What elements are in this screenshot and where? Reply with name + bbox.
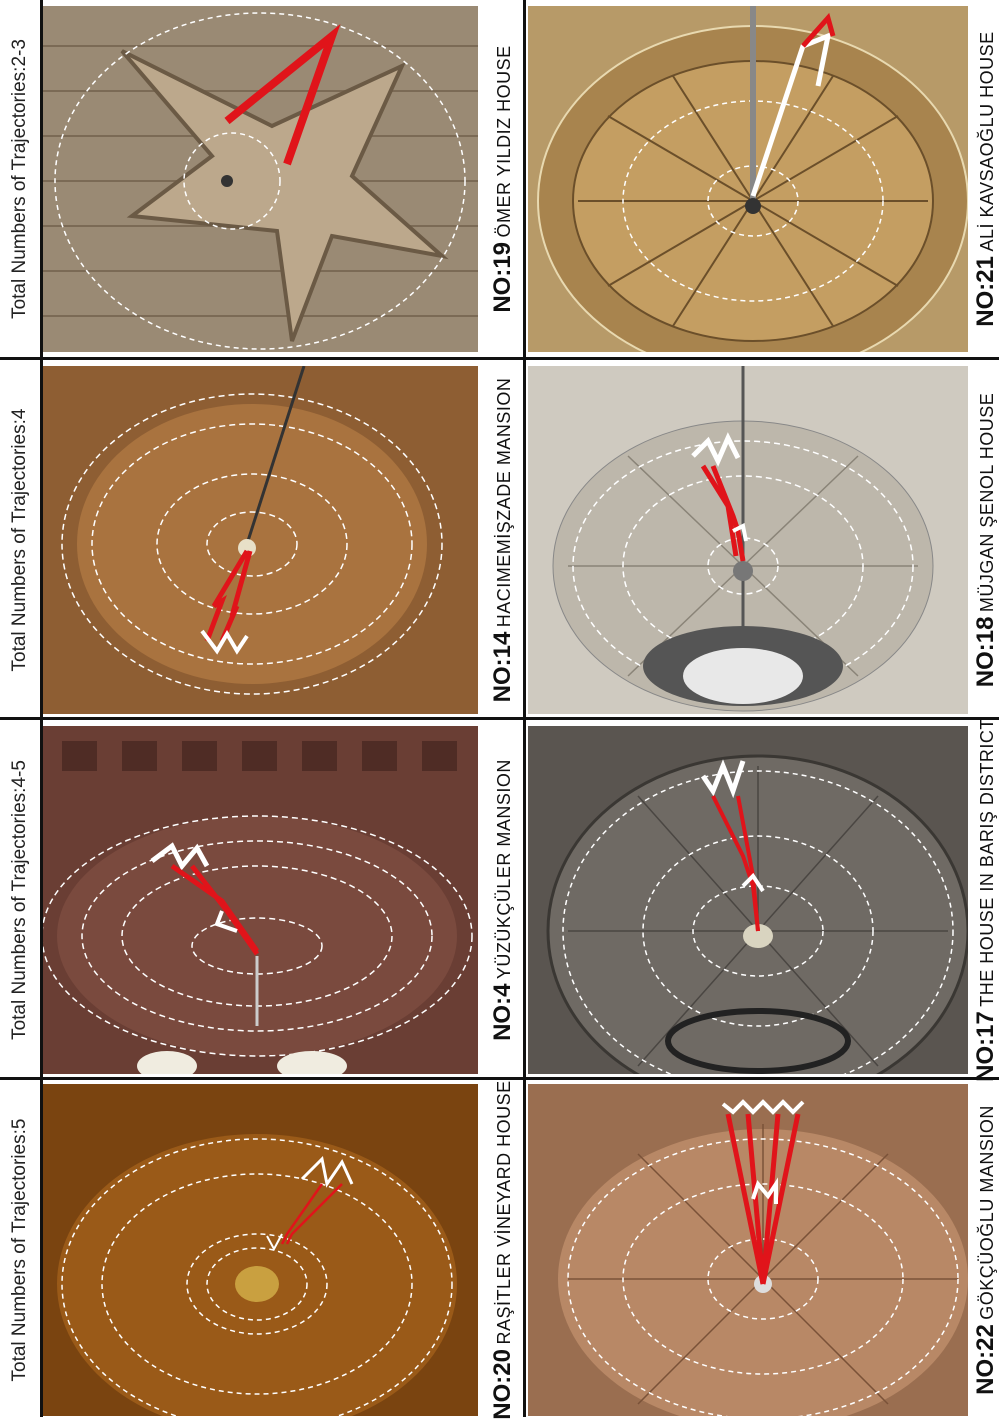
- ceiling-photo-no19: [42, 6, 478, 352]
- label-no18: NO:18 MÜJGAN ŞENOL HOUSE: [971, 392, 999, 688]
- trajectories-label: Total Numbers of Trajectories:2-3: [9, 38, 30, 319]
- ceiling-photo-no18: [528, 366, 968, 714]
- trajectories-label: Total Numbers of Trajectories:5: [9, 1118, 30, 1382]
- ceiling-photo-no17: [528, 726, 968, 1074]
- label-no17: NO:17 THE HOUSE IN BARIŞ DISTRICT: [971, 718, 999, 1082]
- divider-middle: [523, 0, 526, 1417]
- label-no19: NO:19 ÖMER YILDIZ HOUSE: [489, 44, 516, 313]
- ceiling-photo-no22: [528, 1084, 968, 1416]
- label-no21: NO:21 ALİ KAVSAOĞLU HOUSE: [971, 30, 999, 327]
- ceiling-photo-no20: [42, 1084, 478, 1416]
- trajectories-label: Total Numbers of Trajectories:4: [9, 408, 30, 672]
- trajectories-label: Total Numbers of Trajectories:4-5: [9, 760, 30, 1040]
- divider-left: [40, 0, 43, 1417]
- panel-row-1: Total Numbers of Trajectories:2-3 NO:19 …: [0, 0, 999, 357]
- ceiling-photo-no4: [42, 726, 478, 1074]
- label-no22: NO:22 GÖKÇÜOĞLU MANSION: [971, 1105, 999, 1395]
- label-no4: NO:4 YÜZÜKÇÜLER MANSION: [489, 759, 516, 1041]
- panel-row-4: Total Numbers of Trajectories:5 NO:20 RA…: [0, 1077, 999, 1420]
- panel-row-2: Total Numbers of Trajectories:4 NO:14 HA…: [0, 357, 999, 717]
- ceiling-photo-no14: [42, 366, 478, 714]
- panel-row-3: Total Numbers of Trajectories:4-5: [0, 717, 999, 1082]
- ceiling-photo-no21: [528, 6, 968, 352]
- label-no14: NO:14 HACIMEMİŞZADE MANSION: [489, 377, 516, 703]
- label-no20: NO:20 RAŞİTLER VİNEYARD HOUSE: [489, 1080, 516, 1420]
